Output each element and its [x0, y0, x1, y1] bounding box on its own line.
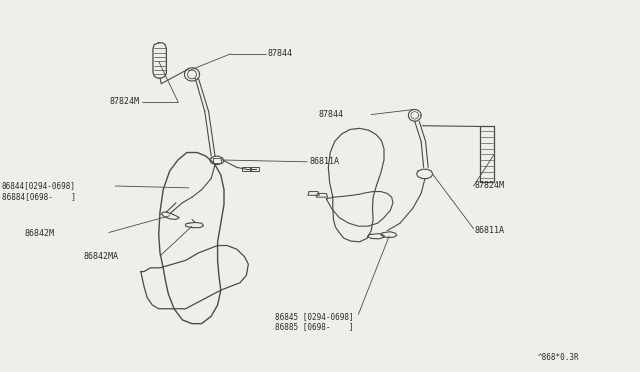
Text: 86885 [0698-    ]: 86885 [0698- ] — [275, 322, 354, 331]
Text: 86842MA: 86842MA — [83, 252, 118, 261]
Text: 87824M: 87824M — [475, 182, 505, 190]
Text: 86842M: 86842M — [24, 229, 54, 238]
Bar — [250, 167, 259, 171]
Text: 87824M: 87824M — [109, 97, 140, 106]
Text: 86845 [0294-0698]: 86845 [0294-0698] — [275, 312, 354, 321]
Text: 87844: 87844 — [319, 110, 344, 119]
Text: ^868*0.3R: ^868*0.3R — [538, 353, 579, 362]
Text: 86884[0698-    ]: 86884[0698- ] — [2, 192, 76, 201]
Bar — [213, 158, 221, 163]
Text: 86811A: 86811A — [475, 226, 505, 235]
Text: 86811A: 86811A — [309, 157, 339, 166]
Text: 86844[0294-0698]: 86844[0294-0698] — [2, 182, 76, 190]
Text: 87844: 87844 — [268, 49, 292, 58]
Bar — [242, 167, 251, 171]
